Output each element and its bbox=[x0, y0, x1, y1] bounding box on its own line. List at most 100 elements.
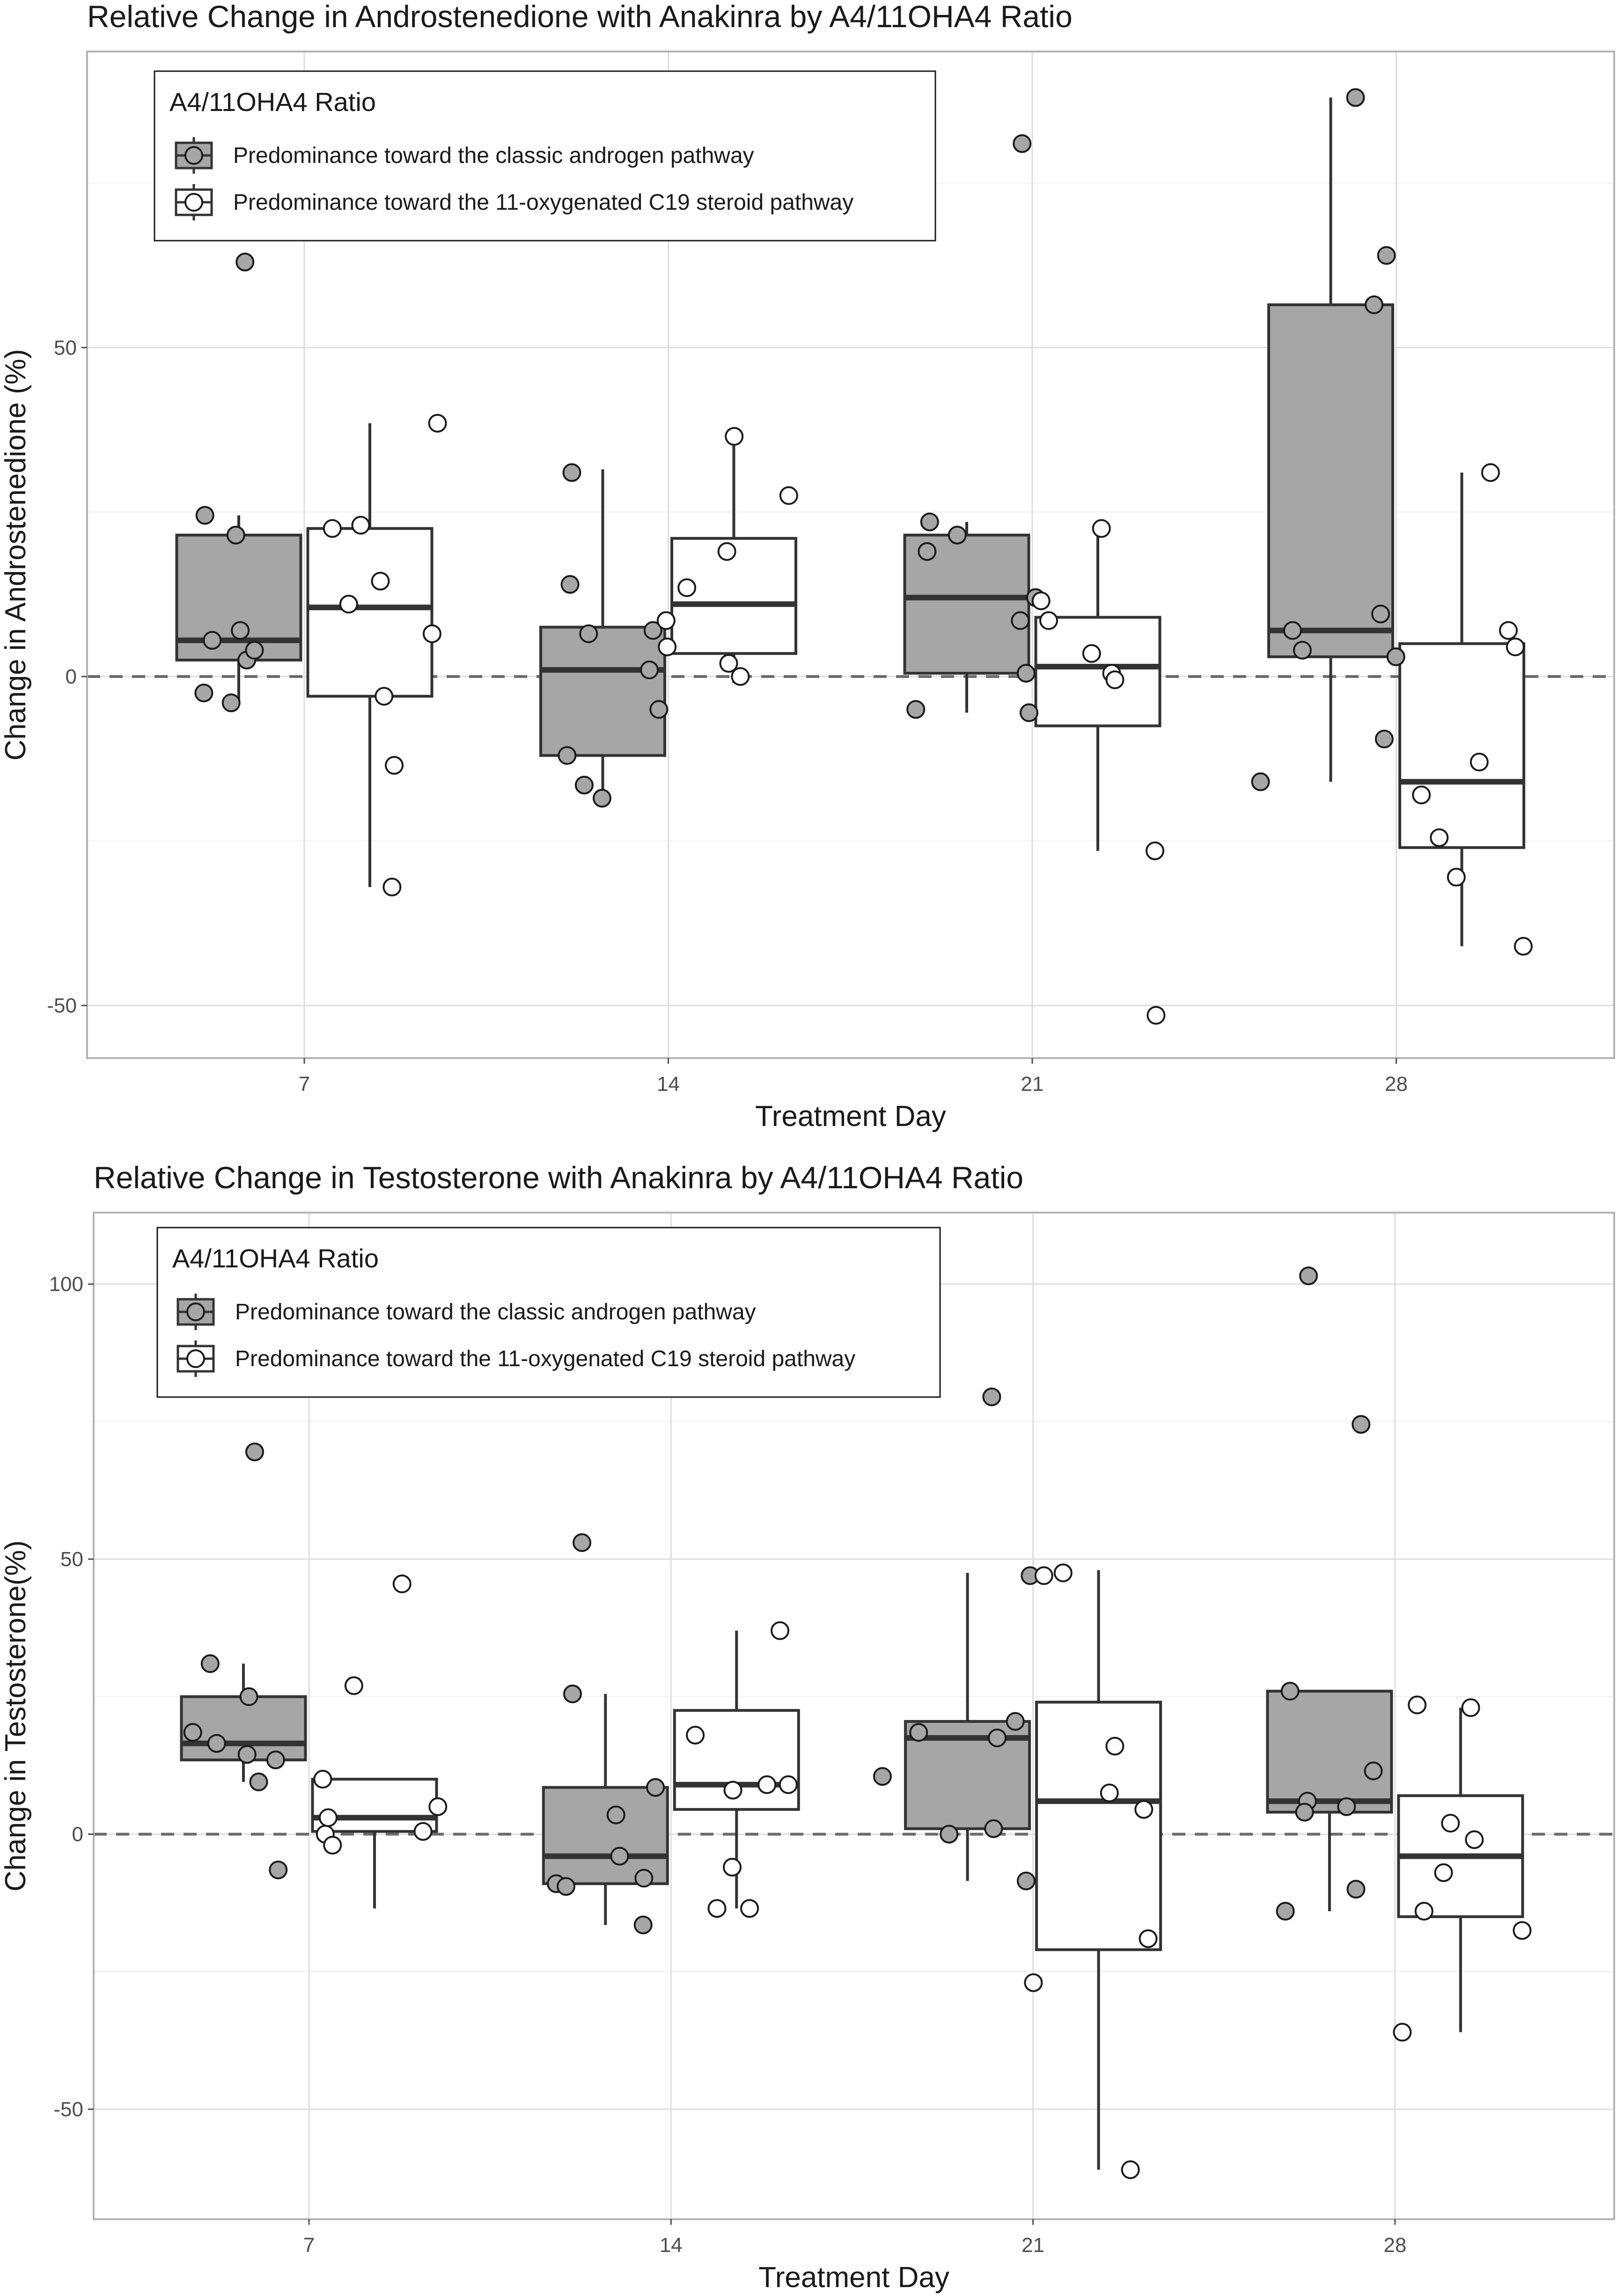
data-point bbox=[371, 572, 390, 591]
boxes bbox=[175, 97, 1525, 947]
data-point bbox=[1053, 1563, 1073, 1582]
data-point bbox=[1092, 519, 1111, 538]
data-point bbox=[392, 1575, 412, 1594]
data-point bbox=[1374, 729, 1394, 749]
box-iqr bbox=[539, 626, 666, 757]
data-point bbox=[557, 1877, 576, 1896]
data-point bbox=[948, 525, 967, 545]
data-point bbox=[245, 640, 264, 660]
data-point bbox=[318, 1808, 338, 1827]
data-point bbox=[717, 542, 736, 561]
data-point bbox=[339, 595, 358, 614]
data-point bbox=[1364, 1761, 1383, 1781]
data-point bbox=[1346, 1880, 1366, 1899]
y-axis: -50 0 50 100 bbox=[49, 1273, 94, 2121]
y-tick-label: 0 bbox=[66, 665, 77, 688]
x-tick-label: 28 bbox=[1383, 2234, 1406, 2257]
data-point bbox=[643, 621, 662, 640]
data-point bbox=[1016, 1871, 1036, 1891]
y-axis-title: Change in Androstenedione (%) bbox=[0, 349, 32, 761]
data-point bbox=[573, 1533, 592, 1552]
data-point bbox=[344, 1676, 363, 1695]
box-iqr bbox=[542, 1786, 669, 1885]
x-tick-label: 21 bbox=[1021, 1073, 1044, 1096]
data-point bbox=[731, 667, 750, 686]
points bbox=[183, 1266, 1532, 2179]
data-point bbox=[1283, 621, 1302, 640]
data-point bbox=[1011, 611, 1030, 630]
plot-panel-border bbox=[93, 1212, 1615, 2220]
data-point bbox=[1346, 88, 1365, 107]
data-point bbox=[873, 1767, 892, 1786]
legend-title: A4/11OHA4 Ratio bbox=[172, 1244, 379, 1273]
data-point bbox=[428, 1797, 448, 1816]
data-point bbox=[592, 788, 611, 808]
legend-label-classic: Predominance toward the classic androgen… bbox=[233, 143, 754, 168]
data-point bbox=[1465, 1830, 1484, 1849]
data-point bbox=[1513, 1921, 1532, 1940]
plot-panel-border bbox=[86, 51, 1615, 1059]
data-point bbox=[313, 1770, 332, 1789]
data-point bbox=[1441, 1814, 1460, 1833]
data-point bbox=[200, 1654, 220, 1673]
data-point bbox=[1082, 644, 1101, 663]
data-point bbox=[658, 637, 677, 656]
data-point bbox=[562, 463, 581, 482]
legend-box bbox=[154, 70, 936, 242]
data-point bbox=[231, 621, 250, 640]
data-point bbox=[558, 746, 577, 765]
data-point bbox=[239, 1687, 258, 1706]
data-point bbox=[351, 515, 370, 535]
data-point bbox=[1506, 637, 1525, 656]
data-point bbox=[413, 1822, 433, 1841]
data-point bbox=[640, 660, 659, 679]
data-point bbox=[579, 624, 598, 643]
data-point bbox=[1352, 1415, 1371, 1434]
data-point bbox=[1020, 703, 1039, 722]
legend-box bbox=[156, 1227, 941, 1398]
data-point bbox=[1299, 1266, 1318, 1286]
data-point bbox=[1034, 1566, 1053, 1585]
box-iqr bbox=[1035, 1700, 1162, 1951]
data-point bbox=[707, 1899, 727, 1918]
data-point bbox=[245, 1442, 265, 1462]
data-point bbox=[1121, 2160, 1140, 2179]
data-point bbox=[323, 1836, 342, 1855]
data-point bbox=[1280, 1682, 1300, 1701]
data-point bbox=[1276, 1902, 1295, 1921]
data-point bbox=[221, 693, 241, 713]
data-point bbox=[646, 1778, 665, 1797]
data-point bbox=[195, 506, 214, 525]
data-point bbox=[1293, 640, 1312, 660]
data-point bbox=[422, 624, 441, 643]
data-point bbox=[1430, 828, 1449, 847]
data-point bbox=[1337, 1797, 1356, 1816]
data-point bbox=[1146, 841, 1165, 861]
data-point bbox=[226, 525, 245, 545]
x-tick-label: 14 bbox=[660, 2234, 683, 2257]
x-axis: 7 14 21 28 bbox=[303, 2219, 1406, 2257]
data-point bbox=[1386, 647, 1405, 666]
x-tick-label: 21 bbox=[1022, 2234, 1044, 2257]
legend-label-classic: Predominance toward the classic androgen… bbox=[235, 1300, 756, 1325]
x-tick-label: 7 bbox=[303, 2234, 315, 2257]
data-point bbox=[633, 1915, 653, 1935]
data-point bbox=[1139, 1929, 1158, 1948]
legend: A4/11OHA4 Ratio Predominance toward the … bbox=[156, 1227, 941, 1398]
x-tick-label: 7 bbox=[299, 1073, 310, 1096]
data-point bbox=[984, 1819, 1003, 1838]
x-tick-label: 28 bbox=[1385, 1073, 1408, 1096]
data-point bbox=[183, 1723, 202, 1742]
data-point bbox=[722, 1858, 742, 1877]
data-point bbox=[1499, 621, 1518, 640]
data-point bbox=[634, 1869, 654, 1888]
data-point bbox=[1031, 591, 1051, 611]
boxes bbox=[180, 1570, 1524, 2170]
data-point bbox=[1105, 1737, 1125, 1756]
data-point bbox=[719, 654, 738, 673]
x-axis-title: Treatment Day bbox=[758, 2261, 949, 2294]
data-point bbox=[920, 512, 939, 531]
box-iqr bbox=[1266, 1690, 1393, 1814]
data-point bbox=[771, 1621, 790, 1640]
